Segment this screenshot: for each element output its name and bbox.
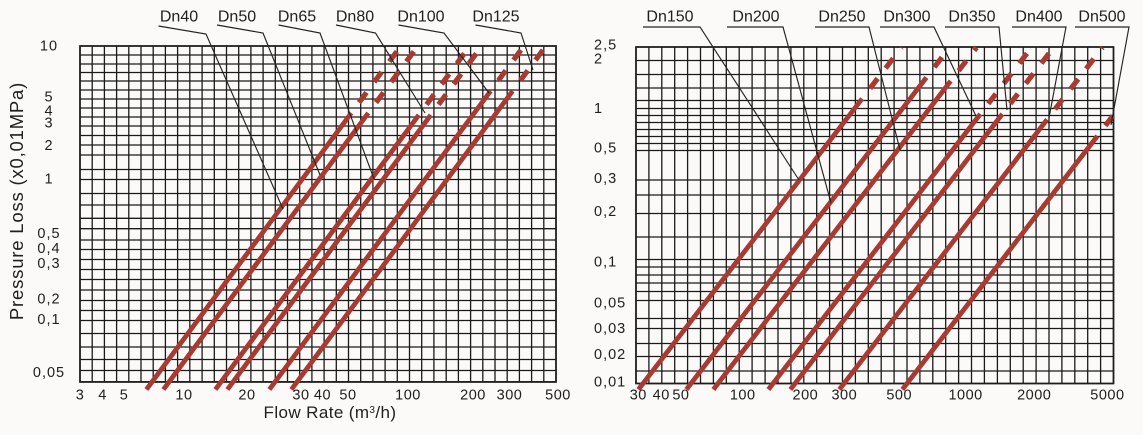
svg-text:5: 5 <box>44 90 53 106</box>
svg-text:2,5: 2,5 <box>594 38 617 54</box>
svg-text:500: 500 <box>545 388 571 404</box>
svg-text:Dn100: Dn100 <box>397 9 444 26</box>
svg-text:200: 200 <box>460 388 486 404</box>
svg-text:200: 200 <box>793 388 819 404</box>
svg-text:Dn200: Dn200 <box>732 9 779 26</box>
svg-text:0,1: 0,1 <box>37 312 60 328</box>
svg-text:4: 4 <box>44 103 53 119</box>
svg-text:3: 3 <box>44 116 53 132</box>
svg-text:Dn125: Dn125 <box>472 9 519 26</box>
svg-text:Dn500: Dn500 <box>1078 9 1125 26</box>
svg-text:0,3: 0,3 <box>37 256 60 272</box>
svg-text:1: 1 <box>594 101 603 117</box>
svg-text:0,3: 0,3 <box>594 171 617 187</box>
svg-text:2000: 2000 <box>1017 388 1051 404</box>
svg-text:0,1: 0,1 <box>594 255 617 271</box>
svg-text:Dn65: Dn65 <box>278 9 316 26</box>
svg-text:40: 40 <box>314 388 331 404</box>
svg-text:500: 500 <box>886 388 912 404</box>
svg-text:Dn250: Dn250 <box>818 9 865 26</box>
svg-text:30: 30 <box>292 388 309 404</box>
svg-text:3: 3 <box>76 388 85 404</box>
svg-text:0,5: 0,5 <box>37 226 60 242</box>
svg-text:10: 10 <box>40 38 58 54</box>
svg-text:50: 50 <box>339 388 356 404</box>
svg-text:2: 2 <box>594 52 603 68</box>
svg-text:30: 30 <box>630 388 647 404</box>
svg-text:0,2: 0,2 <box>37 291 60 307</box>
svg-text:300: 300 <box>497 388 523 404</box>
svg-text:0,05: 0,05 <box>594 296 626 312</box>
svg-text:5: 5 <box>120 388 129 404</box>
svg-text:50: 50 <box>672 388 689 404</box>
svg-text:40: 40 <box>653 388 670 404</box>
svg-text:1000: 1000 <box>948 388 982 404</box>
svg-text:Pressure Loss (x0,01MPa): Pressure Loss (x0,01MPa) <box>6 82 27 320</box>
svg-text:Dn350: Dn350 <box>948 9 995 26</box>
svg-text:0,02: 0,02 <box>594 347 626 363</box>
svg-text:Flow Rate (m3/h): Flow Rate (m3/h) <box>264 403 397 422</box>
svg-text:0,2: 0,2 <box>594 204 617 220</box>
svg-text:Dn80: Dn80 <box>336 9 374 26</box>
svg-text:20: 20 <box>238 388 255 404</box>
svg-text:5000: 5000 <box>1090 388 1124 404</box>
svg-text:Dn400: Dn400 <box>1015 9 1062 26</box>
svg-text:Dn150: Dn150 <box>646 9 693 26</box>
svg-text:0,01: 0,01 <box>594 375 626 391</box>
svg-text:Dn50: Dn50 <box>218 9 256 26</box>
svg-text:100: 100 <box>730 388 756 404</box>
svg-text:Dn300: Dn300 <box>883 9 930 26</box>
svg-text:1: 1 <box>44 171 53 187</box>
svg-text:Dn40: Dn40 <box>160 9 198 26</box>
svg-text:10: 10 <box>175 388 192 404</box>
svg-text:100: 100 <box>395 388 421 404</box>
svg-text:2: 2 <box>44 138 53 154</box>
svg-text:0,5: 0,5 <box>594 141 617 157</box>
svg-text:0,03: 0,03 <box>594 321 626 337</box>
svg-text:0,4: 0,4 <box>37 241 60 257</box>
svg-text:4: 4 <box>98 388 107 404</box>
svg-text:0,05: 0,05 <box>33 365 65 381</box>
svg-text:300: 300 <box>831 388 857 404</box>
